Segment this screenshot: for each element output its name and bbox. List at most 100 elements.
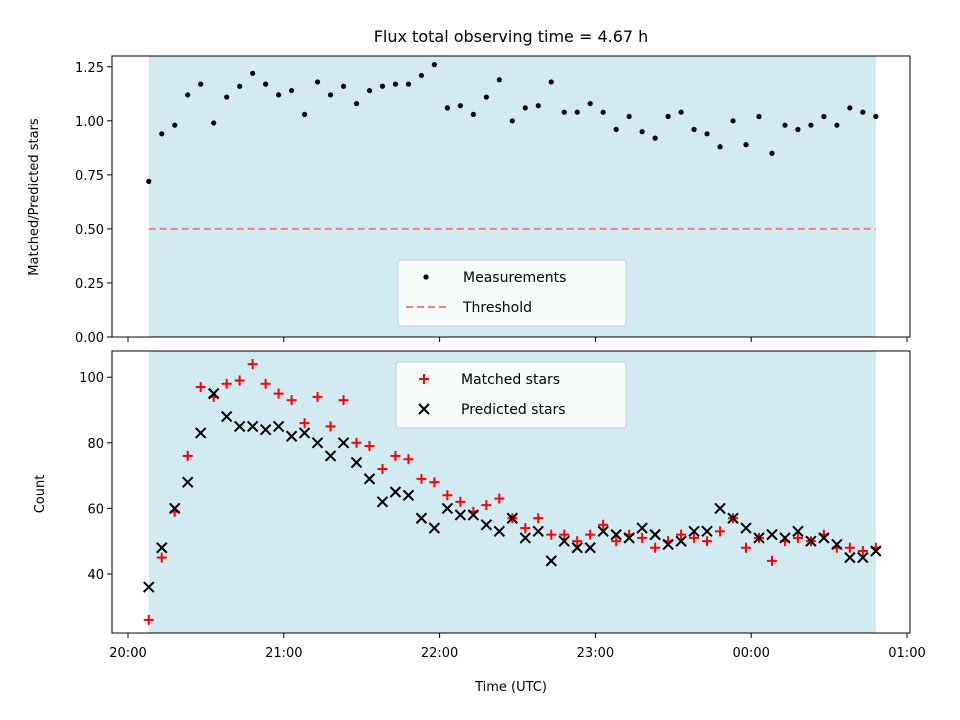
x-b bbox=[714, 502, 726, 515]
x-b bbox=[207, 387, 220, 400]
matched-stars-point bbox=[520, 523, 531, 534]
x-b bbox=[844, 551, 856, 564]
measurement-point bbox=[457, 103, 463, 109]
measurement-point bbox=[522, 105, 528, 111]
measurement-point bbox=[392, 81, 399, 87]
bottom-y-axis-label: Count bbox=[33, 475, 48, 514]
matched-stars-point bbox=[533, 513, 544, 524]
predicted-stars-point bbox=[558, 535, 570, 547]
matched-stars-point bbox=[377, 464, 388, 475]
x-b bbox=[753, 532, 765, 544]
matched-stars-point bbox=[650, 542, 661, 553]
matched-stars-point bbox=[689, 532, 700, 543]
x-b bbox=[363, 473, 376, 485]
predicted-stars-point bbox=[246, 420, 259, 433]
measurement-point bbox=[172, 122, 178, 128]
measurement-point bbox=[730, 118, 736, 124]
matched-stars-point bbox=[546, 529, 557, 540]
y-tick-label: 0.50 bbox=[75, 223, 104, 238]
measurement-point bbox=[717, 144, 723, 150]
predicted-stars-point bbox=[701, 525, 713, 538]
x-b bbox=[259, 423, 272, 436]
x-b bbox=[324, 450, 337, 462]
measurement-point bbox=[185, 92, 191, 98]
matched-stars-point bbox=[390, 450, 401, 461]
matched-stars-point bbox=[416, 473, 427, 484]
x-b bbox=[467, 509, 480, 521]
x-b bbox=[233, 420, 246, 433]
y-tick-label: 100 bbox=[79, 371, 104, 386]
x-b bbox=[285, 430, 298, 442]
x-b bbox=[571, 542, 583, 554]
predicted-stars-point bbox=[675, 535, 687, 547]
measurement-point bbox=[353, 100, 360, 107]
x-b bbox=[584, 542, 596, 554]
x-b bbox=[350, 456, 363, 469]
predicted-stars-point bbox=[156, 542, 168, 554]
matched-stars-point bbox=[234, 375, 245, 386]
x-b bbox=[805, 535, 817, 547]
predicted-stars-point bbox=[753, 532, 765, 544]
x-b bbox=[246, 420, 259, 433]
x-b bbox=[337, 437, 350, 449]
predicted-stars-point bbox=[454, 509, 467, 521]
x-b bbox=[194, 427, 207, 439]
x-b bbox=[701, 525, 713, 538]
x-b bbox=[610, 528, 622, 541]
y-tick-label: 60 bbox=[87, 502, 104, 517]
measurement-point bbox=[808, 122, 814, 128]
measurement-point bbox=[587, 100, 593, 107]
x-b bbox=[402, 489, 415, 501]
legend-label: Predicted stars bbox=[461, 402, 566, 418]
predicted-stars-point bbox=[402, 489, 415, 501]
matched-stars-point bbox=[338, 395, 349, 406]
measurement-point bbox=[483, 94, 489, 100]
matched-stars-point bbox=[429, 477, 440, 488]
x-tick-label: 22:00 bbox=[421, 646, 458, 661]
x-b bbox=[740, 522, 752, 534]
predicted-stars-point bbox=[818, 532, 830, 544]
predicted-stars-point bbox=[441, 502, 454, 515]
measurement-point bbox=[276, 92, 282, 98]
predicted-stars-point bbox=[688, 525, 700, 538]
x-b bbox=[818, 532, 830, 544]
predicted-stars-point bbox=[337, 437, 350, 449]
matched-stars-point bbox=[247, 359, 258, 370]
predicted-stars-point bbox=[169, 502, 181, 515]
y-tick-label: 1.00 bbox=[75, 115, 104, 130]
y-tick-label: 0.25 bbox=[75, 277, 104, 292]
legend-box bbox=[397, 259, 627, 327]
x-b bbox=[831, 538, 843, 551]
predicted-stars-point bbox=[285, 430, 298, 442]
x-tick-label: 20:00 bbox=[109, 646, 146, 661]
x-b bbox=[143, 581, 155, 593]
matched-stars-point bbox=[676, 529, 687, 540]
predicted-stars-point bbox=[714, 502, 726, 515]
x-b bbox=[493, 525, 506, 538]
x-b bbox=[779, 532, 791, 544]
matched-stars-point bbox=[182, 450, 193, 461]
measurement-point bbox=[418, 72, 425, 79]
matched-stars-point bbox=[143, 614, 154, 625]
matched-stars-point bbox=[598, 519, 609, 530]
x-b bbox=[558, 535, 570, 547]
predicted-stars-point bbox=[844, 551, 856, 564]
predicted-stars-point bbox=[506, 512, 519, 524]
plot-frame bbox=[111, 55, 911, 338]
matched-stars-point bbox=[273, 388, 284, 399]
legend-x-b bbox=[418, 403, 430, 415]
x-b bbox=[662, 538, 674, 551]
predicted-stars-point bbox=[350, 456, 363, 469]
chart-title: Flux total observing time = 4.67 h bbox=[374, 27, 649, 46]
measurement-point bbox=[743, 142, 749, 148]
legend: Measurements Threshold bbox=[397, 259, 627, 327]
predicted-stars-point bbox=[259, 423, 272, 436]
matched-stars-point bbox=[221, 378, 232, 389]
x-b bbox=[623, 532, 635, 544]
predicted-stars-point bbox=[493, 525, 506, 538]
legend: Matched stars Predicted stars bbox=[395, 361, 627, 429]
matched-stars-point bbox=[260, 378, 271, 389]
measurement-point bbox=[834, 122, 840, 128]
measurement-point bbox=[301, 111, 308, 117]
